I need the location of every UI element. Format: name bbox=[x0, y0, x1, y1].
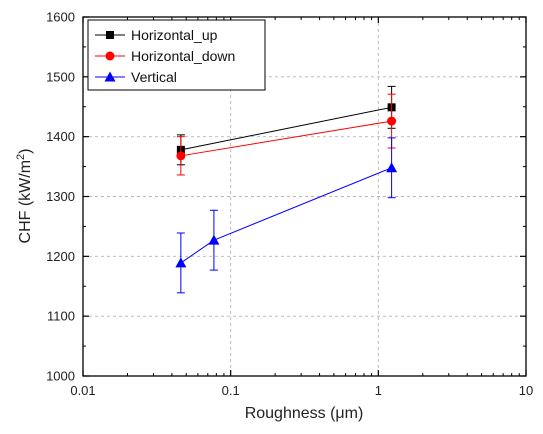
data-point bbox=[386, 162, 398, 173]
legend-label: Vertical bbox=[131, 69, 177, 85]
y-tick-label: 1000 bbox=[46, 369, 75, 384]
series-horizontal-down bbox=[176, 93, 397, 176]
series-layer bbox=[175, 85, 398, 294]
data-point bbox=[176, 151, 186, 161]
data-point bbox=[387, 116, 397, 126]
series-line bbox=[180, 167, 392, 264]
legend-marker bbox=[104, 71, 116, 82]
y-axis-label-sup: 2 bbox=[15, 154, 27, 160]
y-tick-label: 1100 bbox=[47, 309, 75, 324]
x-tick-label: 0.1 bbox=[222, 383, 240, 398]
x-tick-labels: 0.01 0.1 1 10 bbox=[70, 383, 533, 398]
y-tick-label: 1300 bbox=[46, 189, 75, 204]
legend: Horizontal_up Horizontal_down Vertical bbox=[87, 19, 266, 91]
y-axis-label-main: CHF (kW/m bbox=[17, 160, 34, 244]
legend-item: Horizontal_up bbox=[95, 27, 218, 43]
y-tick-label: 1200 bbox=[46, 249, 75, 264]
legend-marker bbox=[106, 31, 114, 39]
y-axis-label: CHF (kW/m2) bbox=[15, 149, 34, 244]
y-tick-label: 1400 bbox=[46, 129, 75, 144]
legend-item: Horizontal_down bbox=[95, 48, 235, 64]
legend-label: Horizontal_up bbox=[131, 27, 218, 43]
series-line bbox=[180, 106, 392, 151]
x-tick-label: 1 bbox=[375, 383, 382, 398]
legend-box bbox=[87, 19, 266, 91]
data-point bbox=[175, 257, 187, 268]
axis-ticks bbox=[82, 16, 527, 377]
data-point bbox=[208, 234, 220, 245]
x-axis-label: Roughness (μm) bbox=[245, 405, 364, 422]
y-tick-label: 1600 bbox=[46, 10, 75, 25]
series-vertical bbox=[175, 137, 398, 294]
series-line bbox=[180, 120, 392, 157]
legend-label: Horizontal_down bbox=[131, 48, 235, 64]
x-tick-label: 10 bbox=[519, 383, 533, 398]
y-tick-labels: 1000 1100 1200 1300 1400 1500 1600 bbox=[46, 10, 75, 384]
legend-item: Vertical bbox=[95, 69, 177, 85]
y-axis-label-end: ) bbox=[17, 149, 34, 154]
y-tick-label: 1500 bbox=[46, 69, 75, 84]
x-tick-label: 0.01 bbox=[70, 383, 95, 398]
legend-marker bbox=[105, 51, 115, 61]
